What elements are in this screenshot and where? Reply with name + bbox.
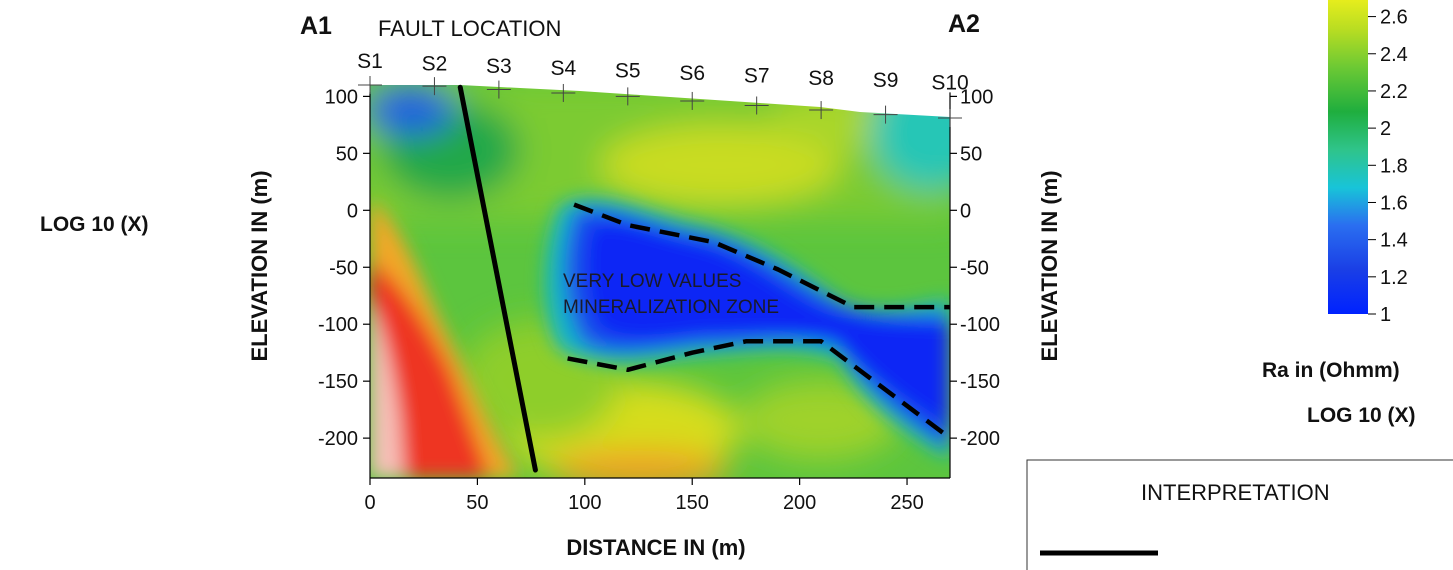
- zone-boundary-upper: [573, 202, 950, 310]
- y-tick-label-right: 50: [960, 143, 982, 165]
- interpretation-legend-box: [1026, 459, 1453, 570]
- y-tick-label-right: -100: [960, 314, 1000, 336]
- colorbar: [1328, 0, 1368, 314]
- station-label: S2: [422, 52, 448, 75]
- colorbar-tick-label: 2: [1380, 118, 1391, 140]
- colorbar-ticks: 2.6 2.4 2.2 2 1.8 1.6 1.4 1.2 1: [1368, 7, 1408, 326]
- topography-mask: [360, 78, 955, 117]
- y-tick-label-left: -150: [318, 371, 358, 393]
- x-tick-label: 100: [568, 492, 601, 514]
- station-label: S10: [931, 72, 968, 95]
- profile-end-label: A2: [948, 10, 980, 38]
- profile-start-label: A1: [300, 12, 332, 40]
- y-tick-label-right: 100: [960, 86, 993, 108]
- colorbar-tick-label: 1.8: [1380, 155, 1408, 177]
- x-tick-label: 200: [783, 492, 816, 514]
- interpretation-legend-title: INTERPRETATION: [1141, 480, 1330, 505]
- colorbar-tick-label: 1.2: [1380, 267, 1408, 289]
- station-label: S3: [486, 55, 512, 78]
- y-axis-label-left: ELEVATION IN (m): [247, 170, 272, 362]
- y-tick-label-right: 0: [960, 200, 971, 222]
- colorbar-tick-label: 2.6: [1380, 7, 1408, 29]
- station-label: S1: [357, 50, 383, 73]
- station-label: S7: [744, 64, 770, 87]
- station-label: S9: [873, 69, 899, 92]
- x-tick-label: 250: [890, 492, 923, 514]
- station-markers: S1 S2 S3 S4 S5 S6 S7 S8 S9 S10: [357, 50, 969, 128]
- station-label: S5: [615, 60, 641, 83]
- colorbar-tick-label: 1: [1380, 304, 1391, 326]
- axes-group: 0 50 100 150 200 250 100 100 50 50 0 0 -50 -50 -100 -10…: [318, 86, 1000, 514]
- y-tick-label-left: -50: [329, 257, 358, 279]
- colorbar-tick-label: 2.4: [1380, 44, 1408, 66]
- station-label: S6: [679, 62, 705, 85]
- x-tick-label: 50: [466, 492, 488, 514]
- colorbar-tick-label: 1.4: [1380, 230, 1408, 252]
- x-tick-label: 150: [676, 492, 709, 514]
- y-tick-label-left: 100: [325, 86, 358, 108]
- y-tick-label-right: -50: [960, 257, 989, 279]
- station-label: S8: [808, 67, 834, 90]
- x-tick-label: 0: [364, 492, 375, 514]
- fault-location-label: FAULT LOCATION: [378, 16, 562, 41]
- station-label: S4: [550, 57, 576, 80]
- y-tick-label-left: -100: [318, 314, 358, 336]
- y-tick-label-right: -200: [960, 428, 1000, 450]
- colorbar-tick-label: 1.6: [1380, 192, 1408, 214]
- colorbar-unit-label: Ra in (Ohmm): [1262, 359, 1400, 382]
- interpretation-overlay: [457, 84, 952, 473]
- zone-label-line-1: VERY LOW VALUES: [563, 271, 742, 292]
- y-tick-label-left: 0: [347, 200, 358, 222]
- y-tick-label-right: -150: [960, 371, 1000, 393]
- y-tick-label-left: -200: [318, 428, 358, 450]
- zone-label-line-2: MINERALIZATION ZONE: [563, 297, 780, 318]
- y-tick-label-left: 50: [336, 143, 358, 165]
- colorbar-tick-label: 2.2: [1380, 81, 1408, 103]
- fault-line: [457, 84, 538, 473]
- left-log-label: LOG 10 (X): [40, 213, 149, 236]
- y-axis-label-right: ELEVATION IN (m): [1037, 170, 1062, 362]
- zone-boundary-lower: [567, 339, 952, 440]
- colorbar-scale-label: LOG 10 (X): [1307, 404, 1416, 427]
- x-axis-label: DISTANCE IN (m): [566, 535, 746, 560]
